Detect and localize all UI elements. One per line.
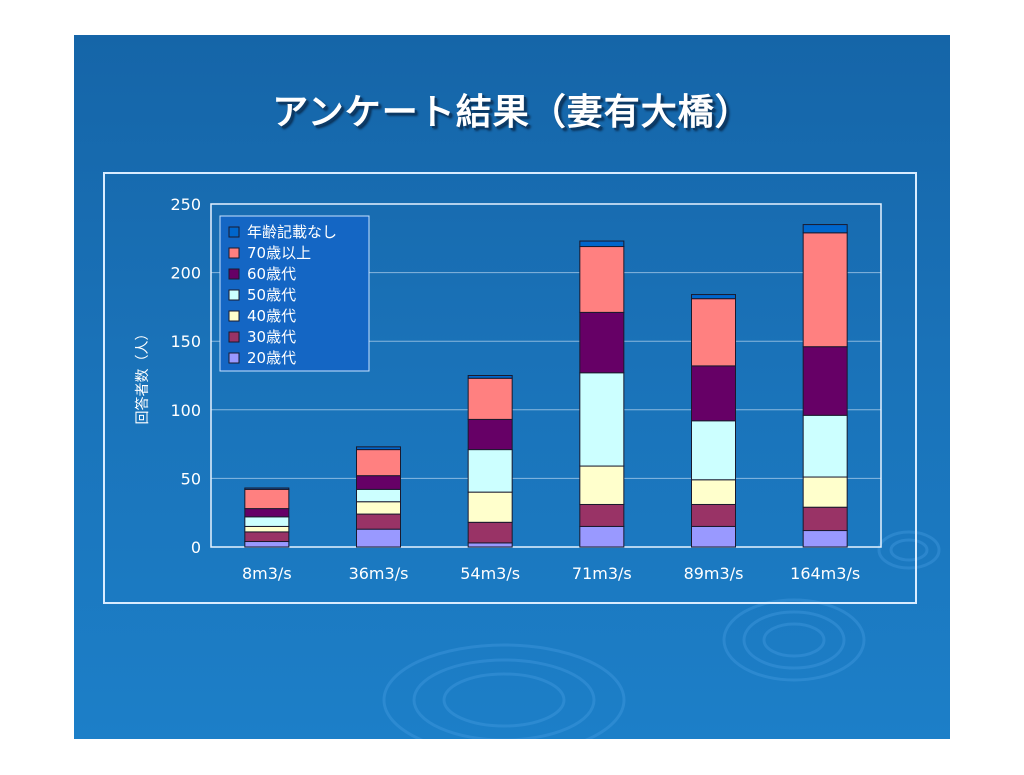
x-tick-label: 54m3/s xyxy=(460,564,520,583)
x-tick-label: 164m3/s xyxy=(790,564,860,583)
stacked-bar-chart: 0 50 100 150 200 250 回答者数（人） 8m3/s 36m3/s 54m3/s 7… xyxy=(134,195,882,583)
bar-segment xyxy=(467,491,513,523)
bar-segment xyxy=(802,346,848,416)
bar-segment xyxy=(579,240,625,248)
legend-swatch xyxy=(228,352,240,364)
legend-label: 70歳以上 xyxy=(247,244,311,262)
x-tick-label: 8m3/s xyxy=(242,564,292,583)
x-tick-label: 36m3/s xyxy=(349,564,409,583)
legend-swatch xyxy=(228,247,240,259)
bar-segment xyxy=(579,465,625,505)
plot-area xyxy=(210,203,882,548)
bar-segment xyxy=(244,488,290,510)
legend-label: 年齢記載なし xyxy=(247,223,337,241)
y-tick-label: 100 xyxy=(170,401,201,420)
bar-segment xyxy=(691,420,736,481)
bar-segment xyxy=(244,487,290,490)
legend-label: 30歳代 xyxy=(247,328,296,346)
x-tick-label: 71m3/s xyxy=(572,564,632,583)
slide-title: アンケート結果（妻有大橋） xyxy=(272,92,752,133)
legend-swatch xyxy=(228,310,240,322)
bar-segment xyxy=(691,365,736,422)
bar-segment xyxy=(691,294,736,300)
bar-segment xyxy=(691,479,736,505)
bar-segment xyxy=(579,525,625,548)
chart-frame: 0 50 100 150 200 250 回答者数（人） 8m3/s 36m3/s 54m3/s 7… xyxy=(103,172,917,604)
bar-segment xyxy=(467,377,513,420)
bar-segment xyxy=(356,446,401,451)
legend-label: 20歳代 xyxy=(247,349,296,367)
bar-segment xyxy=(802,224,848,234)
bar-segment xyxy=(579,372,625,467)
bar-segment xyxy=(356,501,401,515)
legend-swatch xyxy=(228,268,240,280)
background-ripples xyxy=(382,530,941,739)
bar-segment xyxy=(802,530,848,548)
legend-box xyxy=(219,215,370,372)
y-axis-label: 回答者数（人） xyxy=(134,327,151,425)
bar-segment xyxy=(244,516,290,527)
bar-segment xyxy=(467,542,513,548)
bar-segment xyxy=(691,503,736,527)
bar-segment xyxy=(244,531,290,543)
legend-label: 40歳代 xyxy=(247,307,296,325)
y-tick-label: 200 xyxy=(170,264,201,283)
bar-segment xyxy=(467,521,513,544)
bar-segment xyxy=(356,528,401,548)
bar-segment xyxy=(244,541,290,548)
y-tick-label: 150 xyxy=(170,332,201,351)
bar-segment xyxy=(579,246,625,313)
slide: アンケート結果（妻有大橋） 0 50 100 150 200 250 回答者数（人） 8m3/… xyxy=(74,35,950,739)
bar-segment xyxy=(802,506,848,532)
bar-segment xyxy=(244,525,290,533)
y-tick-label: 250 xyxy=(170,195,201,214)
bar-segment xyxy=(356,488,401,503)
bar-segment xyxy=(691,298,736,367)
legend-swatch xyxy=(228,226,240,238)
bar-segment xyxy=(802,476,848,508)
legend-swatch xyxy=(228,331,240,343)
bar-segment xyxy=(802,414,848,478)
bar-segment xyxy=(244,508,290,518)
bar-segment xyxy=(579,311,625,374)
y-tick-label: 0 xyxy=(191,538,201,557)
bar-segment xyxy=(579,503,625,527)
bar-segment xyxy=(691,525,736,548)
legend-swatch xyxy=(228,289,240,301)
bar-segment xyxy=(467,418,513,451)
bar-segment xyxy=(802,232,848,348)
bar-segment xyxy=(467,375,513,379)
legend-label: 60歳代 xyxy=(247,265,296,283)
x-tick-label: 89m3/s xyxy=(684,564,744,583)
y-tick-label: 50 xyxy=(181,469,201,488)
bar-segment xyxy=(356,475,401,490)
bar-segment xyxy=(356,449,401,477)
bar-segment xyxy=(356,513,401,530)
bar-segment xyxy=(467,449,513,493)
legend-label: 50歳代 xyxy=(247,286,296,304)
